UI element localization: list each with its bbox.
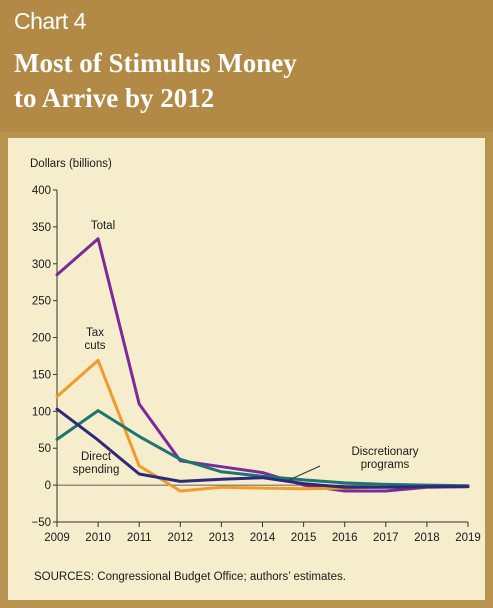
y-tick-label: −50	[31, 517, 51, 529]
chart-number-label: Chart 4	[14, 8, 86, 34]
annotation-label: cuts	[84, 340, 105, 352]
series-total-line	[55, 237, 470, 493]
annotation-label: Total	[91, 220, 115, 232]
source-note: SOURCES: Congressional Budget Office; au…	[34, 571, 346, 583]
chart-title: Most of Stimulus Money to Arrive by 2012	[14, 46, 484, 116]
annotation-label: Tax	[86, 327, 104, 339]
chart-axes: −50 0 50 100 150 200 250 300 350 400 2009 2010 2011 2…	[31, 185, 480, 544]
y-tick-label: 400	[32, 185, 51, 197]
chart-title-line-2: to Arrive by 2012	[14, 83, 215, 113]
y-tick-label: 250	[32, 296, 51, 308]
y-tick-label: 50	[38, 443, 51, 455]
x-tick-label: 2012	[168, 532, 194, 544]
y-tick-label: 150	[32, 369, 51, 381]
annotation-label: programs	[361, 459, 410, 471]
x-tick-label: 2019	[455, 532, 481, 544]
y-tick-label: 300	[32, 259, 51, 271]
x-tick-label: 2010	[85, 532, 111, 544]
x-tick-label: 2014	[250, 532, 276, 544]
x-tick-label: 2015	[291, 532, 317, 544]
annotation-label: spending	[73, 464, 120, 476]
x-tick-label: 2016	[332, 532, 358, 544]
chart-header: Chart 4 Most of Stimulus Money to Arrive…	[0, 0, 493, 132]
x-tick-label: 2018	[414, 532, 440, 544]
y-tick-label: 200	[32, 333, 51, 345]
x-tick-label: 2009	[44, 532, 70, 544]
discretionary-leader-line	[288, 465, 321, 481]
y-tick-label: 350	[32, 222, 51, 234]
x-tick-label: 2013	[209, 532, 235, 544]
chart-title-line-1: Most of Stimulus Money	[14, 48, 297, 78]
y-tick-label: 100	[32, 406, 51, 418]
x-tick-label: 2017	[373, 532, 399, 544]
annotation-label: Direct	[81, 451, 112, 463]
y-axis-label: Dollars (billions)	[30, 158, 112, 170]
annotation-label: Discretionary	[351, 446, 418, 458]
y-tick-label: 0	[45, 480, 51, 492]
x-tick-label: 2011	[127, 532, 152, 544]
series-direct-spending-line	[55, 407, 470, 489]
chart-series-lines	[55, 237, 470, 493]
